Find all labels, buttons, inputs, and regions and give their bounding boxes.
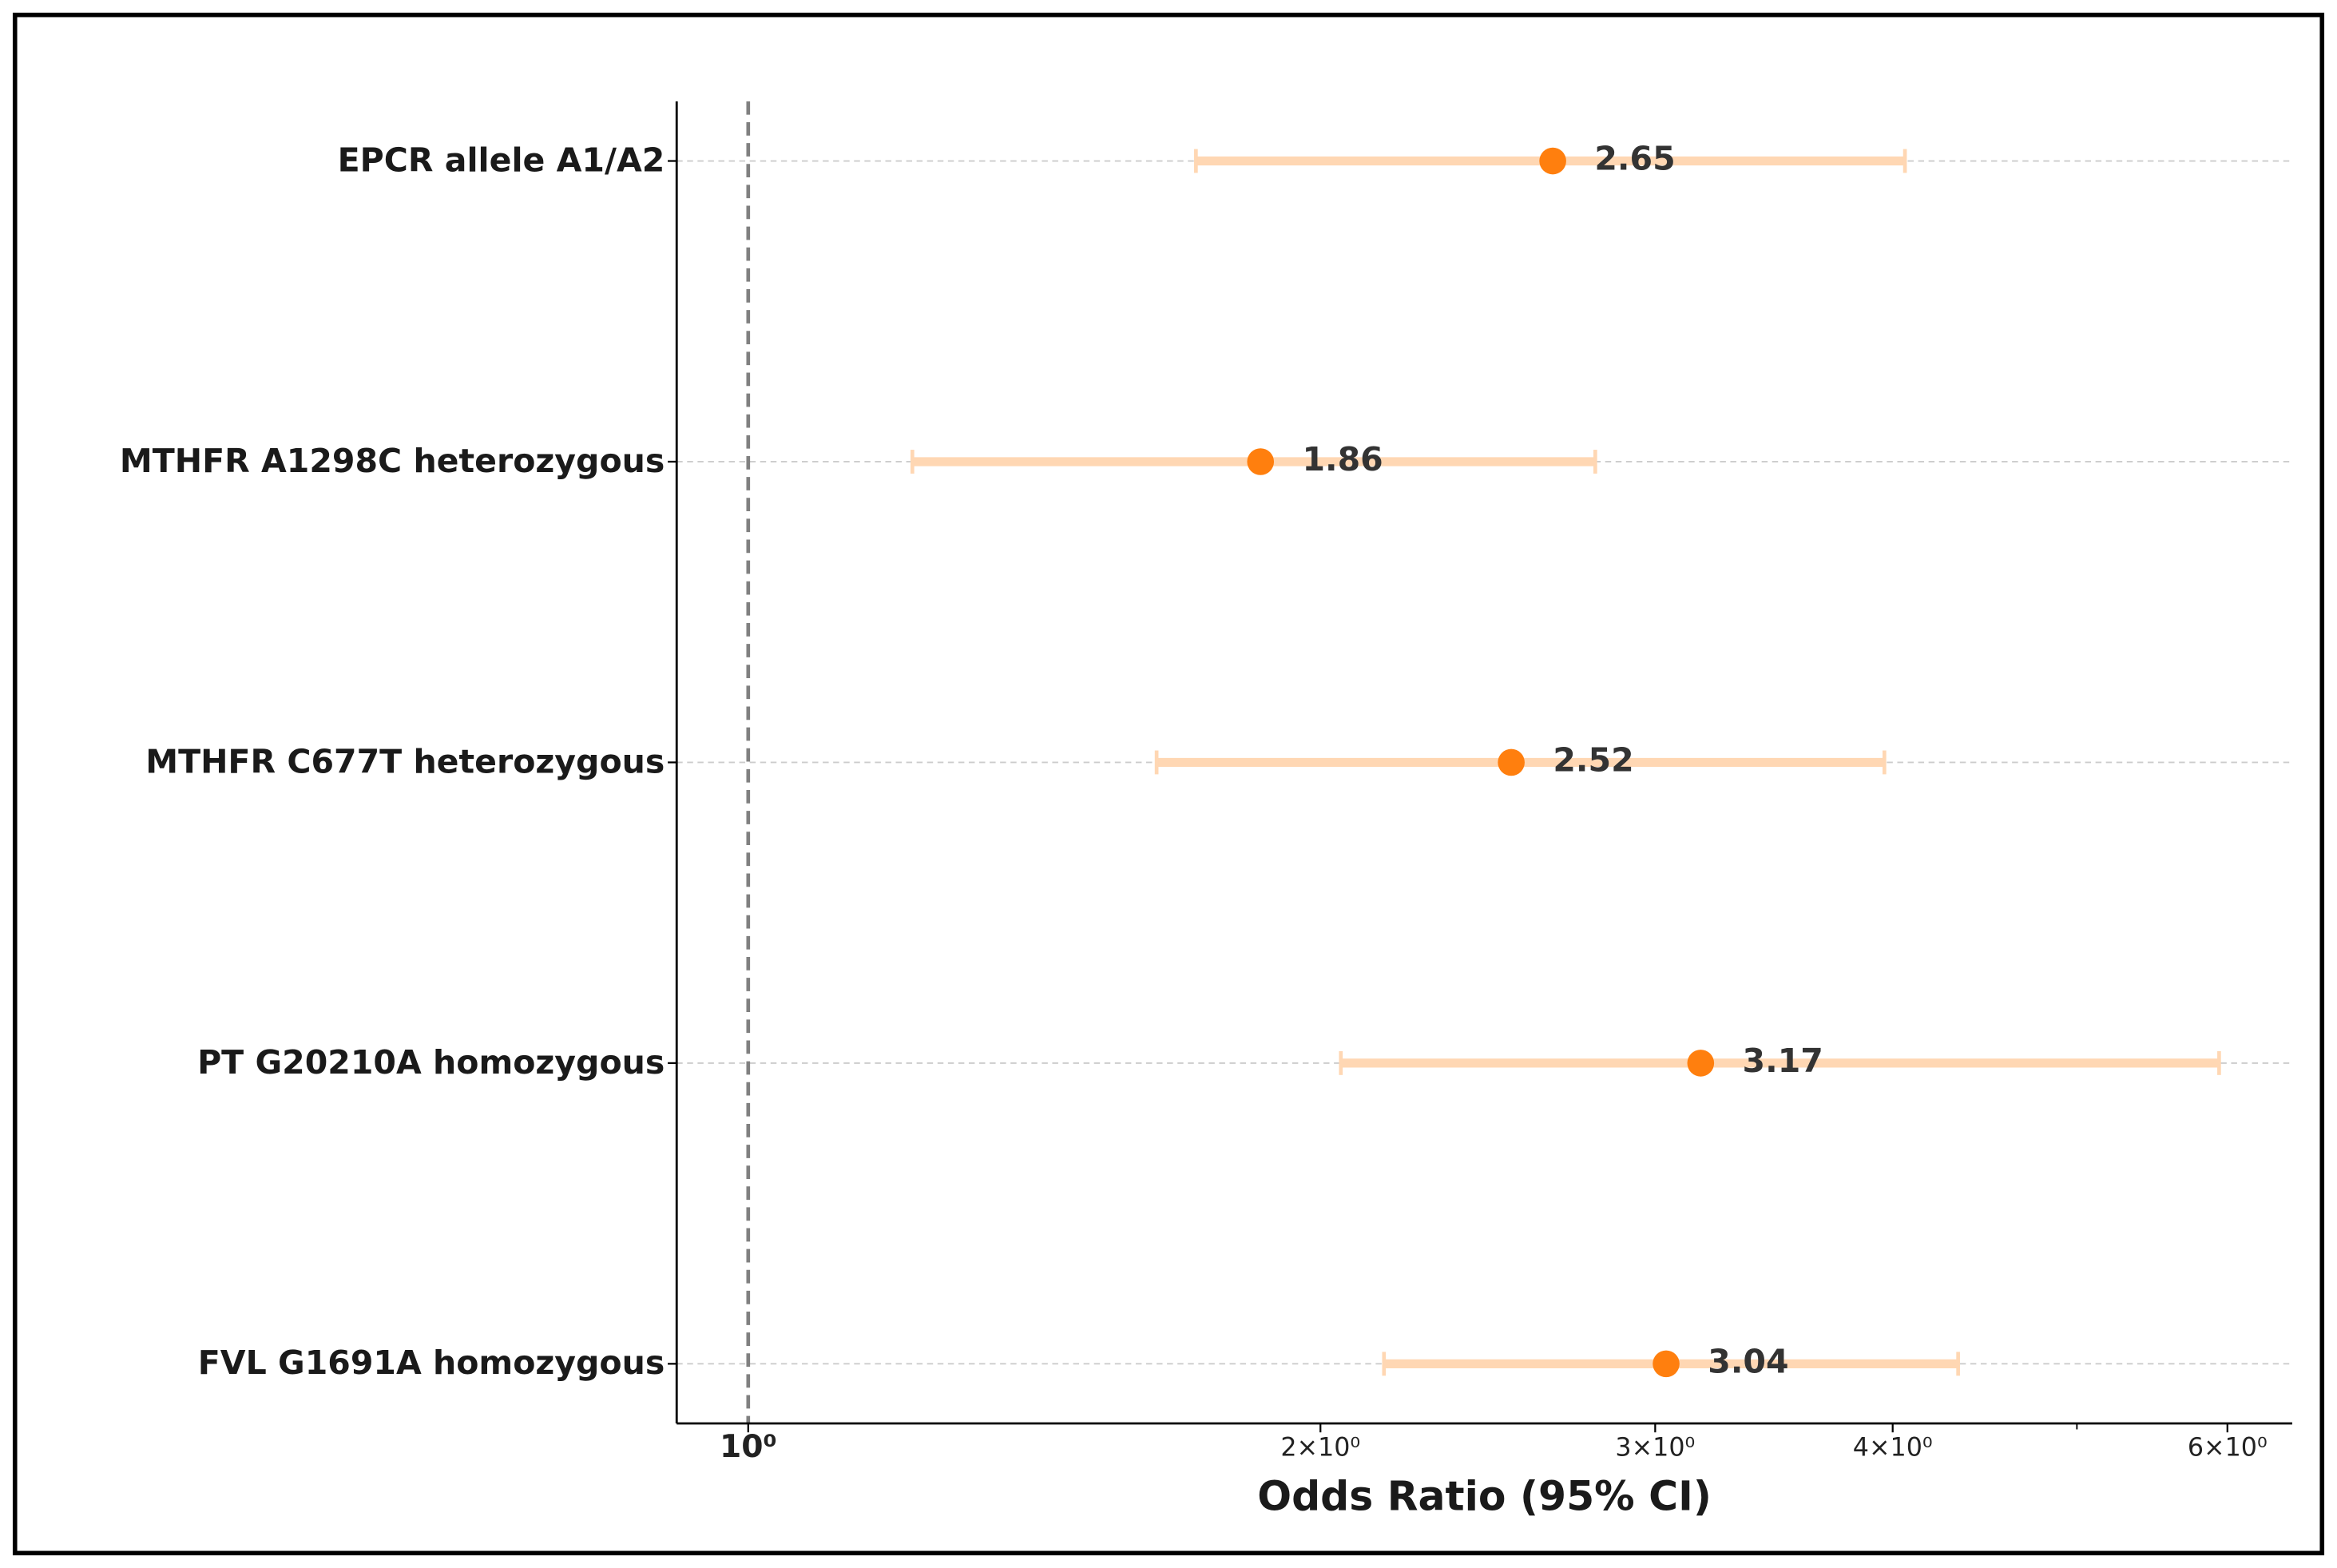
category-label: FVL G1691A homozygous (198, 1344, 665, 1382)
x-tick-label: 6×10⁰ (2188, 1434, 2268, 1463)
point (1687, 1050, 1715, 1077)
x-tick-label: 10⁰ (720, 1429, 777, 1465)
value-label: 2.52 (1553, 740, 1633, 779)
category-label: MTHFR C677T heterozygous (145, 742, 665, 780)
value-label: 1.86 (1302, 440, 1383, 478)
value-label: 3.04 (1708, 1342, 1788, 1380)
category-label: MTHFR A1298C heterozygous (120, 442, 665, 480)
point (1498, 748, 1525, 776)
value-label: 3.17 (1743, 1042, 1823, 1080)
x-axis-label: Odds Ratio (95% CI) (1257, 1473, 1712, 1520)
frame (12, 12, 2325, 1556)
value-label: 2.65 (1594, 140, 1675, 178)
category-label: EPCR allele A1/A2 (338, 141, 665, 179)
point (1539, 147, 1566, 175)
category-label: PT G20210A homozygous (197, 1043, 665, 1082)
x-tick-label: 2×10⁰ (1280, 1434, 1360, 1463)
x-tick-label: 4×10⁰ (1853, 1434, 1933, 1463)
x-tick-label: 3×10⁰ (1615, 1434, 1695, 1463)
point (1653, 1350, 1680, 1378)
point (1247, 448, 1275, 475)
